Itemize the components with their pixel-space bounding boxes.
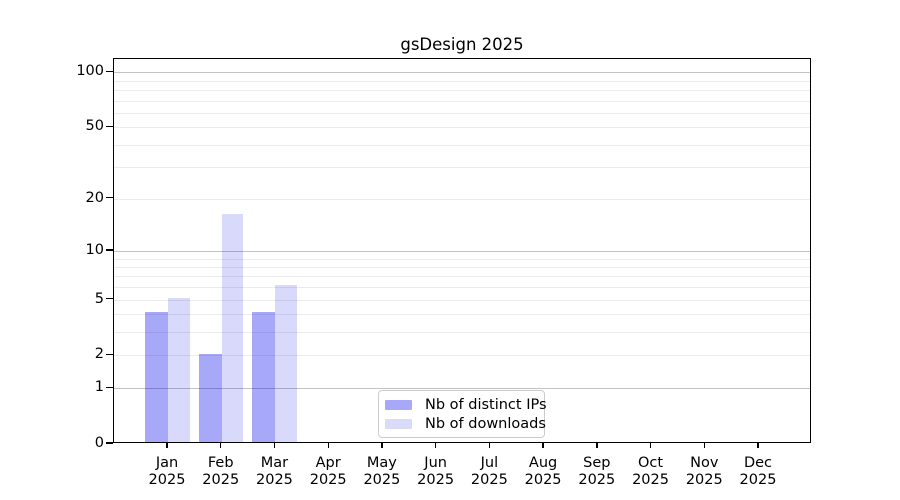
legend-swatch-distinct-ips-icon <box>385 399 412 410</box>
gridline-minor <box>114 299 810 301</box>
bar-mar-distinct-ips <box>252 312 276 442</box>
x-tick-year: 2025 <box>256 471 293 488</box>
gridline-minor <box>114 167 810 169</box>
y-tick-label: 20 <box>85 189 104 206</box>
chart-title: gsDesign 2025 <box>400 35 524 54</box>
x-tick-month: Jan <box>155 455 179 471</box>
x-tick-mark <box>703 443 705 448</box>
x-tick-mark <box>381 443 383 448</box>
x-tick-mark <box>435 443 437 448</box>
y-tick-mark <box>106 197 113 199</box>
x-tick-label: Oct 2025 <box>606 455 696 488</box>
bar-jan-distinct-ips <box>145 312 168 442</box>
x-tick-label: Aug 2025 <box>498 455 588 488</box>
x-tick-mark <box>542 443 544 448</box>
x-tick-mark <box>757 443 759 448</box>
y-tick-label: 2 <box>94 346 104 363</box>
x-tick-label: Jan 2025 <box>122 455 212 488</box>
bar-feb-downloads <box>221 213 244 442</box>
gridline-minor <box>114 314 810 316</box>
x-tick-mark <box>220 443 222 448</box>
plot-area: Nb of distinct IPs Nb of downloads <box>113 58 811 443</box>
y-tick-label: 0 <box>94 435 104 451</box>
gridline-minor <box>114 355 810 357</box>
y-tick-mark <box>106 70 113 72</box>
x-tick-year: 2025 <box>148 471 186 488</box>
x-tick-month: Apr <box>315 455 341 471</box>
x-tick-mark <box>166 443 168 448</box>
gridline-minor <box>114 127 810 129</box>
x-tick-label: Dec 2025 <box>713 455 803 488</box>
y-tick-mark <box>106 125 113 127</box>
x-tick-label: Jun 2025 <box>391 455 481 488</box>
gridline-minor <box>114 258 810 260</box>
x-tick-mark <box>327 443 329 448</box>
gridline-major <box>114 72 810 74</box>
legend-label-distinct-ips: Nb of distinct IPs <box>425 396 547 413</box>
x-tick-year: 2025 <box>578 471 616 488</box>
x-tick-year: 2025 <box>632 471 669 488</box>
x-tick-year: 2025 <box>470 471 508 488</box>
y-tick-mark <box>106 249 113 251</box>
y-tick-label: 10 <box>85 241 104 258</box>
x-tick-month: Oct <box>637 455 664 471</box>
gridline-minor <box>114 89 810 91</box>
x-tick-label: Apr 2025 <box>283 455 373 488</box>
bar-mar-downloads <box>275 285 297 442</box>
y-tick-label: 50 <box>85 118 104 135</box>
x-tick-month: Aug <box>528 455 558 471</box>
gridline-minor <box>114 144 810 146</box>
x-tick-mark <box>596 443 598 448</box>
x-tick-month: Jul <box>480 455 499 471</box>
x-tick-year: 2025 <box>202 471 240 488</box>
gridline-minor <box>114 332 810 334</box>
x-tick-year: 2025 <box>417 471 455 488</box>
gridline-minor <box>114 266 810 268</box>
gridline-minor <box>114 80 810 82</box>
gridline-minor <box>114 276 810 278</box>
legend-item-distinct-ips: Nb of distinct IPs <box>385 396 547 413</box>
x-tick-year: 2025 <box>363 471 401 488</box>
y-tick-mark <box>106 298 113 300</box>
x-tick-label: Jul 2025 <box>444 455 534 488</box>
gridline-major <box>114 388 810 390</box>
x-tick-month: Sep <box>583 455 611 471</box>
legend-item-downloads: Nb of downloads <box>385 415 546 432</box>
gridline-minor <box>114 287 810 289</box>
x-tick-month: Dec <box>743 455 773 471</box>
gridline-minor <box>114 112 810 114</box>
x-tick-month: Mar <box>260 455 289 471</box>
legend-swatch-downloads-icon <box>385 418 412 429</box>
x-tick-label: Mar 2025 <box>229 455 319 488</box>
y-tick-mark <box>106 386 113 388</box>
x-tick-month: Jun <box>424 455 447 471</box>
x-tick-month: Nov <box>690 455 719 471</box>
y-tick-label: 100 <box>76 63 104 80</box>
y-tick-label: 5 <box>94 290 104 307</box>
x-tick-label: Feb 2025 <box>176 455 266 488</box>
bar-feb-distinct-ips <box>198 353 222 442</box>
y-tick-mark <box>106 442 113 444</box>
y-tick-mark <box>106 353 113 356</box>
x-tick-month: Feb <box>207 455 234 471</box>
x-tick-year: 2025 <box>309 471 347 488</box>
x-tick-mark <box>649 443 652 448</box>
gridline-minor <box>114 198 810 200</box>
legend: Nb of distinct IPs Nb of downloads <box>378 390 547 438</box>
y-tick-label: 1 <box>94 379 104 396</box>
legend-label-downloads: Nb of downloads <box>425 415 546 432</box>
bar-jan-downloads <box>168 297 190 442</box>
gridline-major <box>114 250 810 252</box>
x-tick-label: Nov 2025 <box>659 455 749 488</box>
x-tick-year: 2025 <box>739 471 777 488</box>
x-tick-mark <box>488 443 491 448</box>
x-tick-year: 2025 <box>685 471 723 488</box>
x-tick-year: 2025 <box>524 471 562 488</box>
gridline-minor <box>114 100 810 102</box>
x-tick-label: Sep 2025 <box>552 455 642 488</box>
x-tick-label: May 2025 <box>337 455 427 488</box>
x-tick-month: May <box>366 455 397 471</box>
x-tick-mark <box>273 443 276 448</box>
